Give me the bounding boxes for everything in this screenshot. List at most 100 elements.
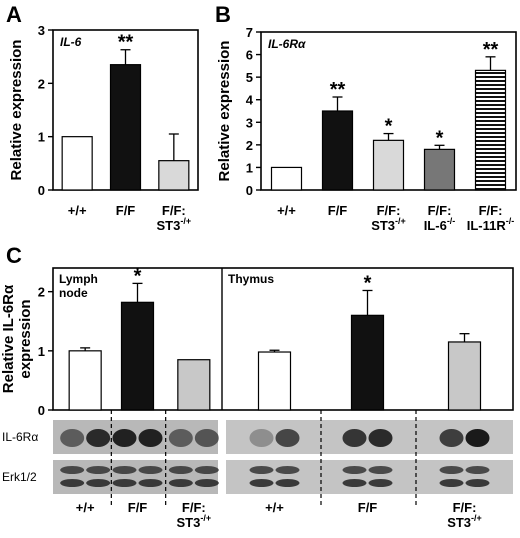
x-label-0: +/+ [68, 203, 87, 218]
erk-band-bottom-5 [194, 479, 219, 487]
gene-annotation: IL-6 [60, 35, 82, 49]
bar-0-0 [68, 350, 102, 411]
panel-letter-c: C [6, 243, 22, 268]
erk-band-bottom-11 [465, 479, 490, 487]
x-label-3: +/+ [265, 500, 284, 515]
erk-band-top-11 [465, 466, 490, 474]
significance-2: * [385, 116, 393, 138]
erk-band-top-8 [342, 466, 367, 474]
il6ra-band-5 [194, 429, 219, 447]
erk-band-top-9 [368, 466, 393, 474]
group-label-1: Thymus [228, 272, 274, 286]
x-label-4: F/F [358, 500, 378, 515]
erk-band-bottom-7 [275, 479, 300, 487]
x-label-0: +/+ [76, 500, 95, 515]
x-label-2: F/F: [377, 203, 401, 218]
bar-2 [158, 160, 190, 191]
erk-band-top-3 [138, 466, 163, 474]
erk-band-bottom-0 [60, 479, 85, 487]
il6ra-band-4 [168, 429, 193, 447]
x-label-2: F/F: [182, 500, 206, 515]
erk-band-bottom-8 [342, 479, 367, 487]
significance-1-1: * [364, 272, 372, 294]
y-tick-label-3: 3 [38, 23, 45, 38]
gene-annotation: IL-6Rα [268, 37, 306, 51]
x-label-1: F/F [128, 500, 148, 515]
erk-band-bottom-1 [86, 479, 111, 487]
il6ra-band-11 [465, 429, 490, 447]
erk-band-top-6 [249, 466, 274, 474]
y-axis-label: Relative expression [216, 41, 233, 182]
y-tick-label-0: 0 [38, 183, 45, 198]
significance-1: ** [118, 32, 134, 54]
erk-band-bottom-9 [368, 479, 393, 487]
x-label-2: F/F: [162, 203, 186, 218]
bar-0 [270, 166, 303, 191]
erk-band-bottom-6 [249, 479, 274, 487]
chart-c: 0 1 2 Relative IL-6Rαexpression Lymph node * Th… [0, 265, 514, 530]
x-label-3-sub: IL-6-/- [424, 216, 456, 233]
il6ra-band-2 [112, 429, 137, 447]
x-label-5: F/F: [453, 500, 477, 515]
y-tick-label-6: 6 [246, 48, 253, 63]
panel-letter-a: A [6, 2, 22, 27]
bar-3 [423, 148, 456, 191]
blot-strip-1-b [226, 460, 513, 494]
erk-band-top-0 [60, 466, 85, 474]
y-axis-label: Relative expression [8, 40, 25, 181]
y-tick-label-0: 0 [246, 183, 253, 198]
chart-a: 0 1 2 3 Relative expression IL-6 +/+ ** F/F F/F:S… [8, 23, 199, 233]
x-label-1: F/F [328, 203, 348, 218]
bar-0-2 [177, 359, 211, 411]
x-label-4-sub: IL-11R-/- [467, 216, 515, 233]
erk-band-bottom-10 [439, 479, 464, 487]
y-tick-label-1: 1 [38, 344, 45, 359]
il6ra-band-8 [342, 429, 367, 447]
y-tick-label-3: 3 [246, 115, 253, 130]
x-label-0: +/+ [277, 203, 296, 218]
x-label-3: F/F: [428, 203, 452, 218]
y-tick-label-5: 5 [246, 70, 253, 85]
erk-band-top-5 [194, 466, 219, 474]
y-tick-label-2: 2 [246, 138, 253, 153]
panel-letter-b: B [215, 2, 231, 27]
blot-label-0: IL-6Rα [2, 430, 38, 444]
bar-1-2 [447, 341, 482, 411]
y-tick-label-1: 1 [246, 160, 253, 175]
y-tick-label-7: 7 [246, 25, 253, 40]
il6ra-band-9 [368, 429, 393, 447]
y-tick-label-0: 0 [38, 403, 45, 418]
erk-band-bottom-2 [112, 479, 137, 487]
erk-band-top-2 [112, 466, 137, 474]
significance-1: ** [330, 79, 346, 101]
erk-band-bottom-3 [138, 479, 163, 487]
y-axis-label: Relative IL-6Rαexpression [0, 284, 34, 393]
significance-4: ** [483, 39, 499, 61]
il6ra-band-3 [138, 429, 163, 447]
erk-band-top-10 [439, 466, 464, 474]
significance-0-1: * [134, 265, 142, 287]
bar-4 [474, 69, 507, 191]
y-tick-label-4: 4 [246, 93, 254, 108]
il6ra-band-0 [60, 429, 85, 447]
il6ra-band-1 [86, 429, 111, 447]
bar-1-1 [350, 314, 385, 411]
bar-1 [321, 110, 354, 191]
erk-band-top-1 [86, 466, 111, 474]
x-label-2-sub: ST3-/+ [157, 216, 192, 233]
il6ra-band-6 [249, 429, 274, 447]
blot-strip-1-a [53, 460, 218, 494]
bar-0-1 [120, 301, 155, 411]
x-label-4: F/F: [479, 203, 503, 218]
y-tick-label-2: 2 [38, 285, 45, 300]
erk-band-top-7 [275, 466, 300, 474]
erk-band-top-4 [168, 466, 193, 474]
significance-3: * [436, 127, 444, 149]
blot-label-1: Erk1/2 [2, 470, 37, 484]
x-label-2-sub: ST3-/+ [371, 216, 406, 233]
il6ra-band-10 [439, 429, 464, 447]
x-label-1: F/F [116, 203, 136, 218]
x-label-5-sub: ST3-/+ [447, 513, 482, 530]
